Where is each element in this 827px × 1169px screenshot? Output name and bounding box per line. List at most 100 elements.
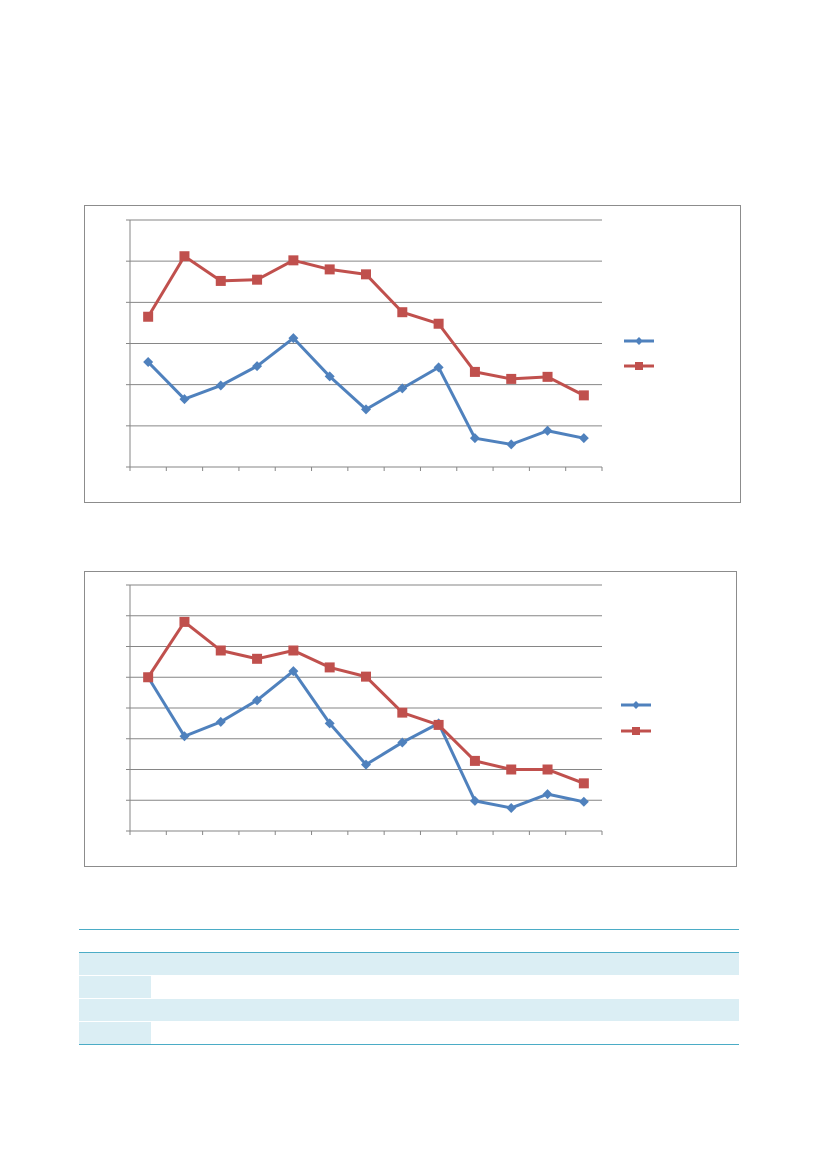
data-point xyxy=(288,333,299,344)
data-point xyxy=(252,695,263,706)
table-cell xyxy=(151,998,188,1022)
table-cell xyxy=(187,1021,225,1045)
table-row xyxy=(79,998,739,1022)
data-point xyxy=(143,311,154,322)
table-row-label xyxy=(79,998,151,1022)
table-cell xyxy=(334,1021,372,1045)
data-point xyxy=(578,433,589,444)
table-row xyxy=(79,1021,739,1045)
table-header-cell xyxy=(334,929,372,953)
table-cell xyxy=(481,975,519,999)
table-row-label xyxy=(79,975,151,999)
table-cell xyxy=(187,952,225,976)
table-cell xyxy=(702,952,739,976)
table-header-cell xyxy=(187,929,225,953)
data-point xyxy=(397,307,408,318)
data-point xyxy=(506,764,517,775)
table-header-cell xyxy=(445,929,482,953)
table-cell xyxy=(408,975,445,999)
table-row xyxy=(79,952,739,976)
table-cell xyxy=(702,998,739,1022)
table-body xyxy=(79,952,739,1045)
data-point xyxy=(324,264,335,275)
data-point xyxy=(542,789,553,800)
table-cell xyxy=(445,952,482,976)
table-header-cell xyxy=(151,929,188,953)
table-header-cell xyxy=(518,929,556,953)
table-cell xyxy=(628,952,666,976)
table-cell xyxy=(518,952,556,976)
table-cell xyxy=(334,975,372,999)
table-cell xyxy=(702,1021,739,1045)
line-chart-2-plot xyxy=(126,584,651,835)
table-cell xyxy=(665,998,703,1022)
data-point xyxy=(179,731,190,742)
table-row xyxy=(79,975,739,999)
data-point xyxy=(252,361,263,372)
table-cell xyxy=(371,975,409,999)
table-cell xyxy=(518,998,556,1022)
table-header-cell xyxy=(665,929,703,953)
table-cell xyxy=(592,998,629,1022)
legend-marker-diamond xyxy=(632,701,640,709)
data-point xyxy=(361,404,371,415)
table-cell xyxy=(408,1021,445,1045)
table-cell xyxy=(445,975,482,999)
data-point xyxy=(324,371,335,382)
table-cell xyxy=(665,952,703,976)
table-cell xyxy=(481,952,519,976)
data-point xyxy=(397,383,408,394)
table-cell xyxy=(555,975,592,999)
table-row-label xyxy=(79,1021,151,1045)
table-header-cell xyxy=(628,929,666,953)
table-header-cell xyxy=(298,929,335,953)
table-cell xyxy=(592,952,629,976)
table-header-cell xyxy=(408,929,445,953)
data-point xyxy=(361,671,371,682)
legend-marker-square xyxy=(635,362,643,370)
series-line-1 xyxy=(147,336,585,446)
table-cell xyxy=(555,952,592,976)
data-point xyxy=(506,439,517,450)
data-point xyxy=(179,251,190,262)
data-point xyxy=(469,366,480,377)
table-cell xyxy=(555,1021,592,1045)
table-cell xyxy=(187,998,225,1022)
legend-marker-square xyxy=(632,727,640,735)
table-cell xyxy=(224,1021,262,1045)
table-cell xyxy=(628,1021,666,1045)
data-point xyxy=(542,425,553,436)
table-header-cell xyxy=(555,929,592,953)
data-point xyxy=(578,390,589,401)
data-point xyxy=(469,795,480,806)
table-header-cell xyxy=(224,929,262,953)
table-cell xyxy=(592,975,629,999)
data-point xyxy=(506,373,517,384)
data-point xyxy=(361,269,371,280)
data-point xyxy=(542,371,553,382)
table-cell xyxy=(592,1021,629,1045)
table-cell xyxy=(371,998,409,1022)
data-point xyxy=(252,653,263,664)
data-point xyxy=(324,718,335,729)
line-chart-2 xyxy=(84,571,737,867)
data-point xyxy=(397,707,408,718)
data-point xyxy=(469,755,480,766)
data-point xyxy=(433,318,444,329)
table-row-label xyxy=(79,952,151,976)
table-cell xyxy=(224,952,262,976)
table-cell xyxy=(151,975,188,999)
data-point xyxy=(288,666,299,677)
data-point xyxy=(252,274,263,285)
table-cell xyxy=(702,975,739,999)
table-header-cell xyxy=(261,929,298,953)
table-cell xyxy=(665,975,703,999)
data-point xyxy=(143,672,154,683)
data-point xyxy=(288,645,299,656)
table-cell xyxy=(628,975,666,999)
data-point xyxy=(578,796,589,807)
table-cell xyxy=(224,998,262,1022)
table-cell xyxy=(261,975,298,999)
line-chart-1-plot xyxy=(126,219,654,471)
data-point xyxy=(215,645,226,656)
